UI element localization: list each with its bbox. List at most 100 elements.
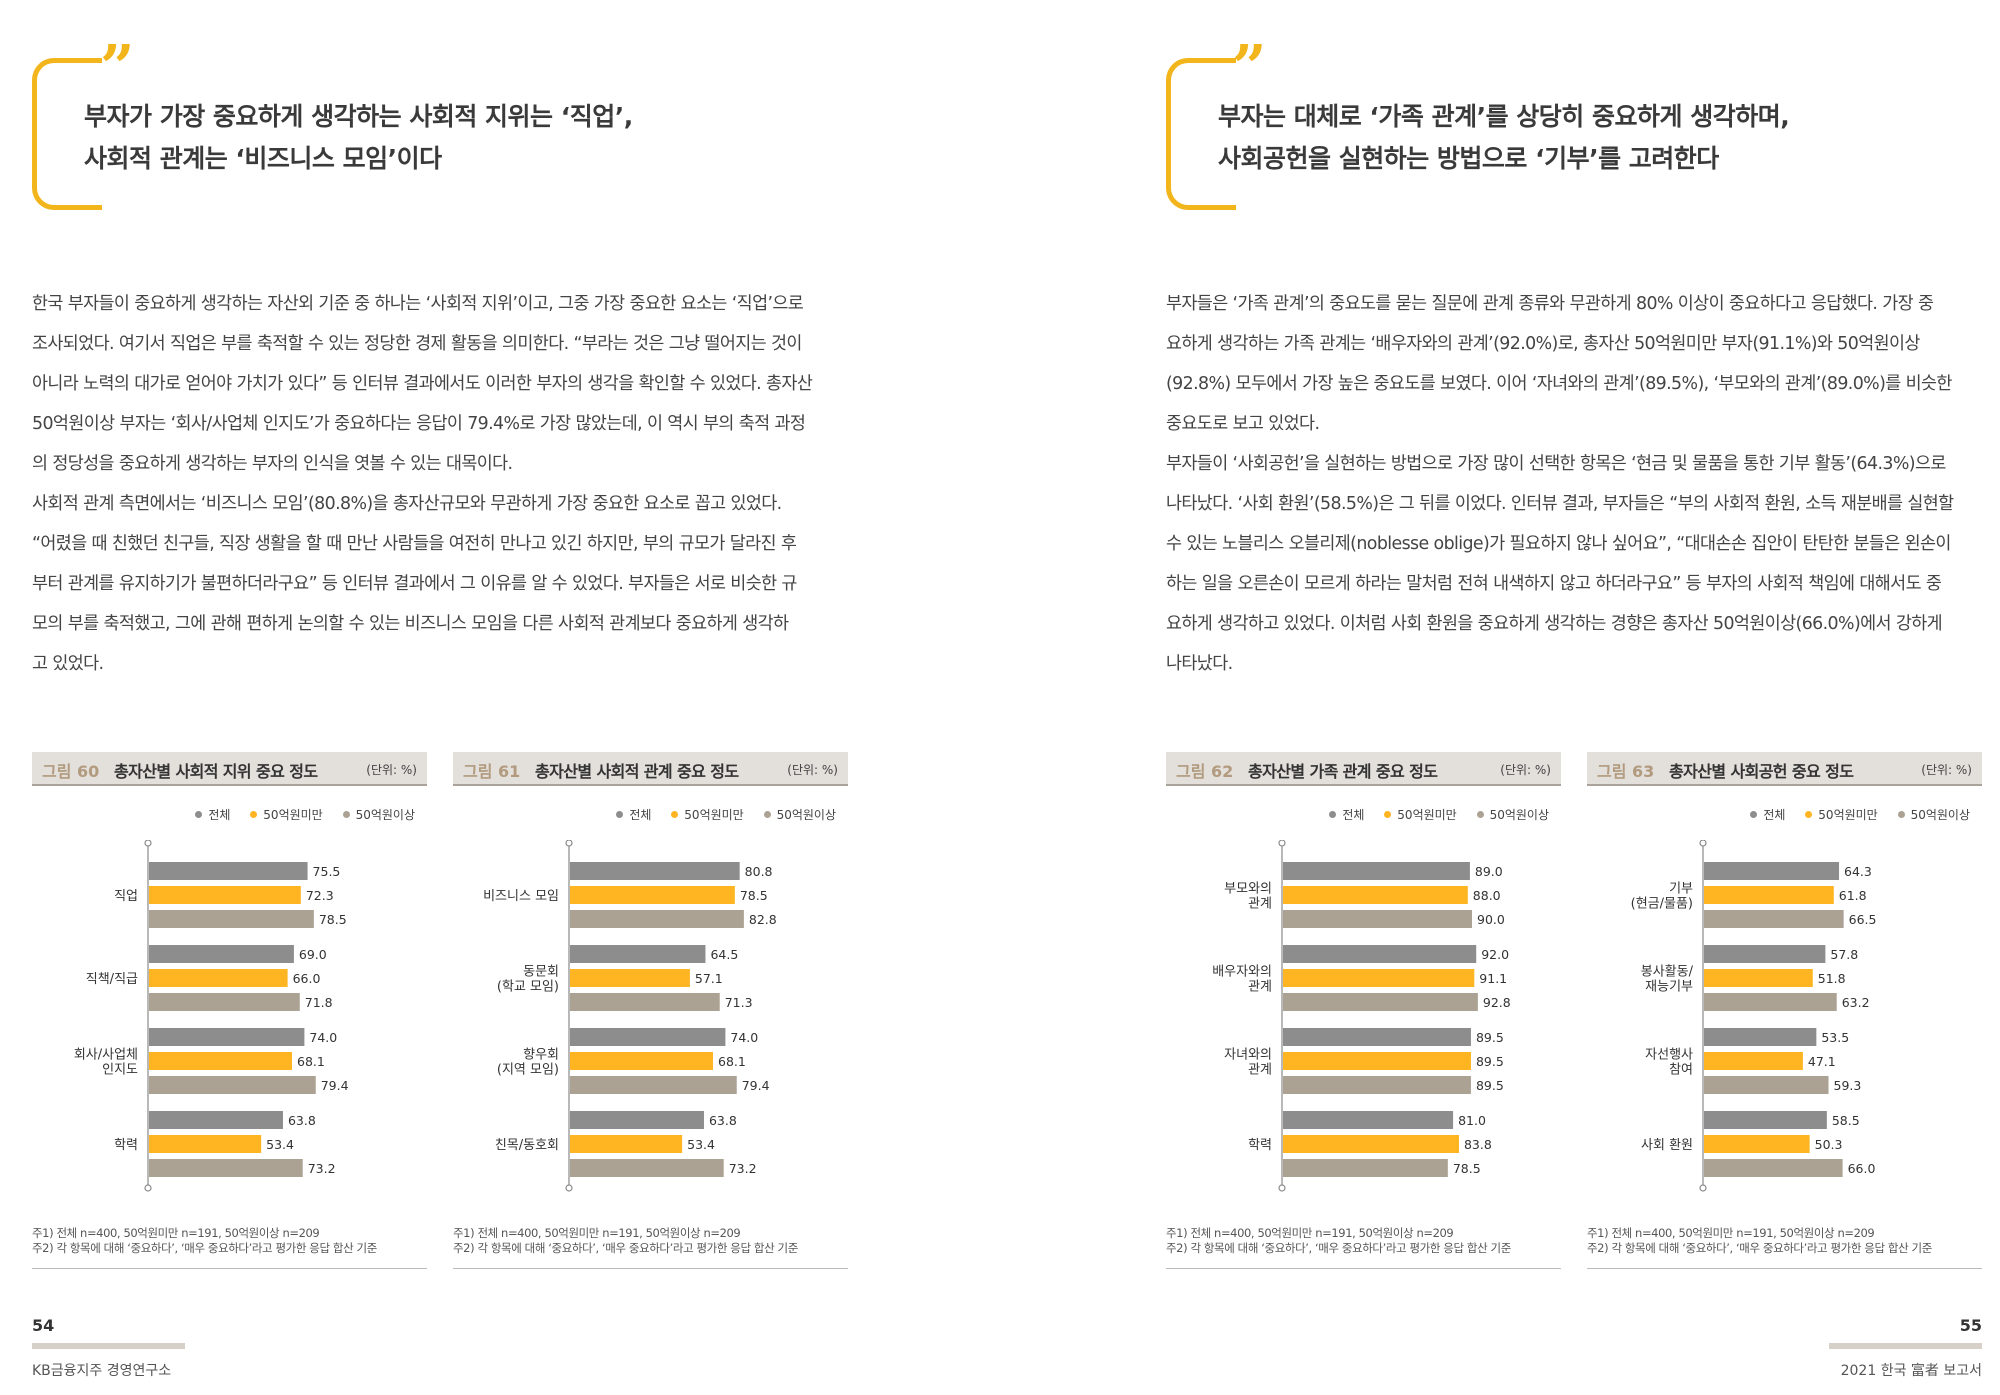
bar-chart: 기부(현금/물품) 64.3 61.8 66.5 봉사활동/재능기부 57.8 51.8 63… [1631,840,1876,1192]
body-line: 50억원이상 부자는 ‘회사/사업체 인지도’가 중요하다는 응답이 79.4%… [32,414,806,434]
category-label: 동문회 [523,965,559,980]
category-label: 배우자와의 [1212,965,1272,980]
legend-label: 50억원미만 [1818,808,1878,822]
bar [1704,969,1813,987]
bar [1283,1159,1448,1177]
data-label: 73.2 [729,1161,757,1176]
data-label: 89.5 [1476,1030,1504,1045]
bar-chart: 비즈니스 모임 80.8 78.5 82.8 동문회(학교 모임) 64.5 57.171.… [483,840,777,1192]
legend-dot-icon [250,811,258,818]
bar [1704,1052,1803,1070]
body-line: 아니라 노력의 대가로 얻어야 가치가 있다” 등 인터뷰 결과에서도 이러한 … [32,374,813,394]
left-headline-line-1: 부자가 가장 중요하게 생각하는 사회적 지위는 ‘직업’, [84,102,633,131]
figure-unit: (단위: %) [1921,763,1972,777]
bar [1283,910,1472,928]
legend-item: 전체 [1750,806,1785,823]
headline-bracket [32,58,102,210]
bar [1704,910,1844,928]
bar [1704,945,1826,963]
body-line: 한국 부자들이 중요하게 생각하는 자산외 기준 중 하나는 ‘사회적 지위’이… [32,294,804,314]
data-label: 73.2 [308,1161,336,1176]
bar [1283,993,1478,1011]
bar [570,886,735,904]
figure-60: 그림 60 총자산별 사회적 지위 중요 정도 (단위: %) 전체 50억원미… [32,752,427,1272]
data-label: 92.0 [1481,947,1509,962]
axis-end-marker [1278,840,1286,847]
data-label: 78.5 [319,912,347,927]
category-label: 자선행사 [1645,1047,1693,1063]
category-label: 재능기부 [1645,980,1693,995]
left-headline: 부자가 가장 중요하게 생각하는 사회적 지위는 ‘직업’, 사회적 관계는 ‘… [84,96,633,180]
data-label: 79.4 [321,1078,349,1093]
category-label: 관계 [1248,897,1272,912]
figure-divider [32,1268,427,1269]
data-label: 57.1 [695,971,723,986]
data-label: 69.0 [299,947,327,962]
data-label: 53.5 [1821,1030,1849,1045]
figure-title: 총자산별 사회공헌 중요 정도 [1669,762,1854,781]
bar [1283,862,1470,880]
body-line: 요하게 생각하는 가족 관계는 ‘배우자와의 관계’(92.0%)로, 총자산 … [1166,334,1920,354]
legend-dot-icon [195,811,203,818]
data-label: 53.4 [266,1137,294,1152]
quote-mark-icon: ” [100,33,134,103]
legend-item: 50억원미만 [1805,806,1878,823]
figure-note: 주1) 전체 n=400, 50억원미만 n=191, 50억원이상 n=209 [453,1226,741,1240]
data-label: 71.8 [305,995,333,1010]
right-body-text: 부자들은 ‘가족 관계’의 중요도를 묻는 질문에 관계 종류와 무관하게 80… [1166,284,1986,684]
chart-legend: 전체 50억원미만 50억원이상 [1313,806,1549,823]
bar [570,1111,704,1129]
bar [149,1111,283,1129]
category-label: 봉사활동/ [1641,965,1694,980]
category-label: 사회 환원 [1641,1138,1693,1153]
bar [149,1052,293,1070]
body-line: (92.8%) 모두에서 가장 높은 중요도를 보였다. 이어 ‘자녀와의 관계… [1166,374,1952,394]
data-label: 92.8 [1483,995,1511,1010]
bar [1704,1028,1817,1046]
data-label: 63.8 [288,1113,316,1128]
figure-title-bar: 그림 62 총자산별 가족 관계 중요 정도 (단위: %) [1166,752,1561,786]
bar [570,1052,714,1070]
chart-legend: 전체 50억원미만 50억원이상 [179,806,415,823]
figure-note: 주2) 각 항목에 대해 ‘중요하다’, ‘매우 중요하다’라고 평가한 응답 … [1166,1241,1511,1255]
body-line: 나타났다. [1166,654,1233,674]
bar [1283,969,1475,987]
figure-title-bar: 그림 60 총자산별 사회적 지위 중요 정도 (단위: %) [32,752,427,786]
axis-end-marker [565,840,573,847]
legend-dot-icon [1897,811,1905,818]
category-label: 관계 [1248,1063,1272,1078]
footer-publisher: KB금융지주 경영연구소 [32,1363,172,1379]
footer-report-title: 2021 한국 富者 보고서 [1840,1363,1982,1379]
body-line: 고 있었다. [32,654,104,674]
body-line: 부자들이 ‘사회공헌’을 실현하는 방법으로 가장 많이 선택한 항목은 ‘현금… [1166,454,1946,474]
figure-title-bar: 그림 61 총자산별 사회적 관계 중요 정도 (단위: %) [453,752,848,786]
category-label: 자녀와의 [1224,1048,1272,1063]
body-line: 조사되었다. 여기서 직업은 부를 축적할 수 있는 정당한 경제 활동을 의미… [32,334,802,354]
category-label: (학교 모임) [497,980,559,995]
data-label: 66.0 [293,971,321,986]
legend-dot-icon [1805,811,1813,818]
bar [149,910,314,928]
data-label: 89.0 [1475,864,1503,879]
category-label: 직업 [114,889,138,904]
category-label: 학력 [114,1138,138,1153]
data-label: 91.1 [1479,971,1507,986]
legend-item: 50억원이상 [1897,806,1970,823]
legend-label: 50억원이상 [776,808,836,822]
figure-62: 그림 62 총자산별 가족 관계 중요 정도 (단위: %) 전체 50억원미만… [1166,752,1561,1272]
legend-label: 50억원미만 [1397,808,1457,822]
bar [570,862,740,880]
figure-unit: (단위: %) [1500,763,1551,777]
bar-chart: 부모와의관계89.088.090.0배우자와의관계92.091.192.8자녀와… [1212,840,1511,1192]
body-line: 사회적 관계 측면에서는 ‘비즈니스 모임’(80.8%)을 총자산규모와 무관… [32,494,782,514]
data-label: 66.0 [1848,1161,1876,1176]
data-label: 89.5 [1476,1054,1504,1069]
bar [1704,1159,1843,1177]
right-headline-line-1: 부자는 대체로 ‘가족 관계’를 상당히 중요하게 생각하며, [1218,102,1790,131]
legend-dot-icon [1384,811,1392,818]
category-label: 학력 [1248,1138,1272,1153]
bar [1283,1076,1471,1094]
body-line: 나타났다. ‘사회 환원’(58.5%)은 그 뒤를 이었다. 인터뷰 결과, … [1166,494,1954,514]
legend-item: 50억원이상 [342,806,415,823]
legend-item: 50억원이상 [763,806,836,823]
